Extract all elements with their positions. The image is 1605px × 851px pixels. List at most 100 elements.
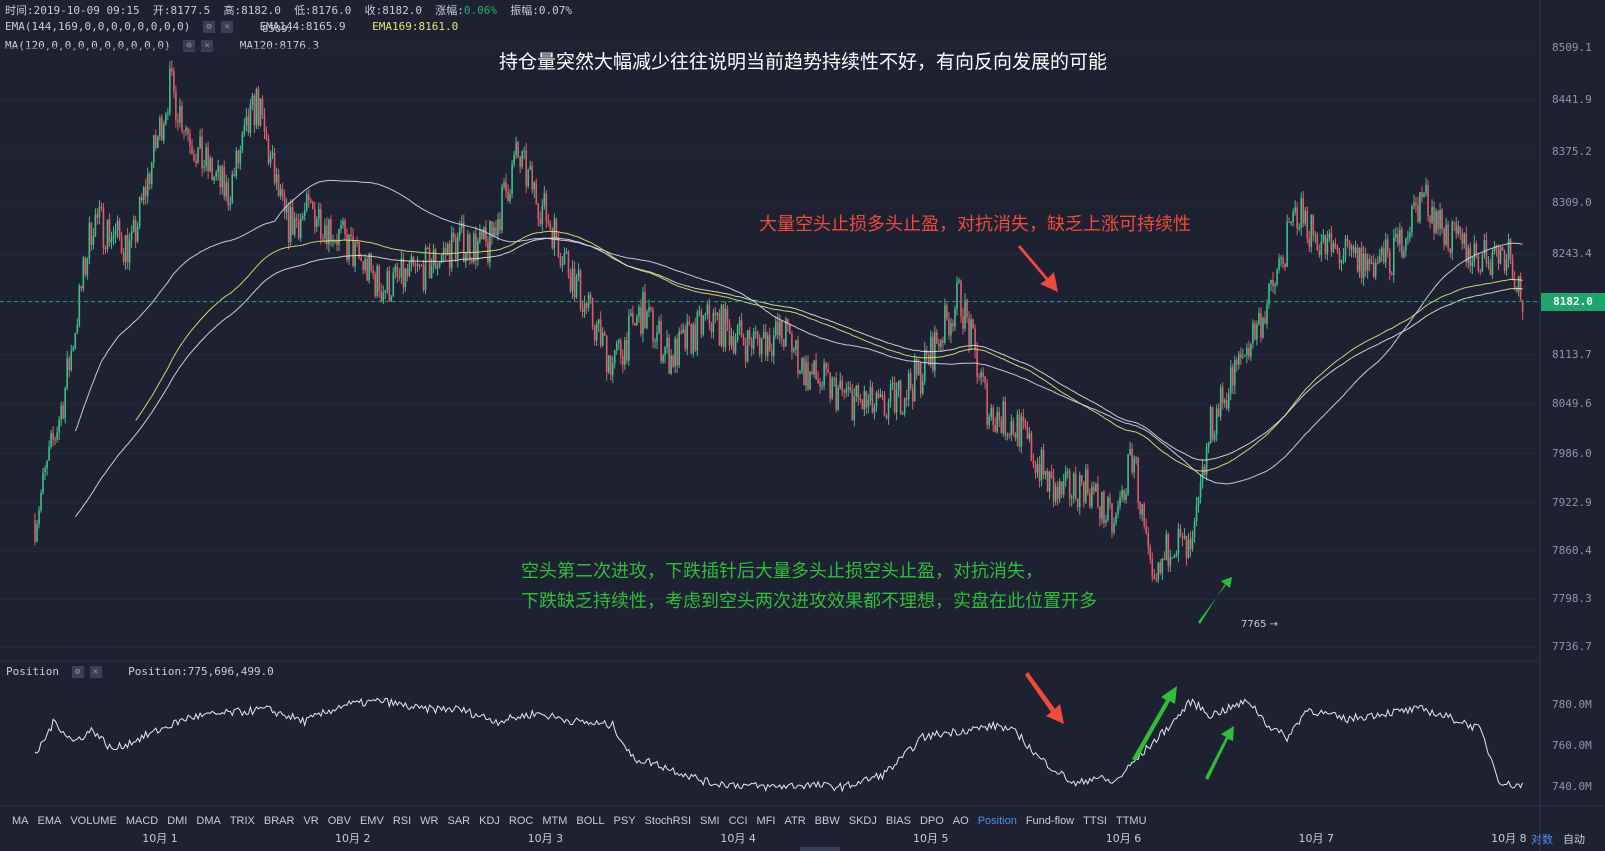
candle-body xyxy=(336,239,338,245)
candle-body xyxy=(410,256,413,264)
indicator-tab[interactable]: ATR xyxy=(784,815,806,827)
settings-icon[interactable]: ⚙ xyxy=(203,21,216,33)
candle-body xyxy=(332,240,334,242)
indicator-tab[interactable]: BRAR xyxy=(263,815,295,827)
candle-body xyxy=(243,124,246,134)
candle-body xyxy=(259,98,262,126)
red-arrow-upper xyxy=(1018,245,1058,292)
candle-body xyxy=(1481,254,1484,272)
close-icon[interactable]: ✕ xyxy=(89,666,102,678)
candle-body xyxy=(718,313,721,346)
ema144-line xyxy=(135,230,1523,472)
candle-body xyxy=(253,96,256,125)
indicator-tab[interactable]: SKDJ xyxy=(848,815,877,827)
amplitude-label: 振幅:0.07% xyxy=(510,4,573,17)
candle-body xyxy=(173,71,175,92)
indicator-tab[interactable]: BOLL xyxy=(576,815,605,827)
indicator-tab[interactable]: VR xyxy=(303,815,319,827)
candle-body xyxy=(1070,496,1073,499)
price-tick: 8113.7 xyxy=(1552,347,1592,361)
candle-body xyxy=(1445,224,1447,245)
position-name[interactable]: Position xyxy=(6,665,59,678)
indicator-tab[interactable]: MTM xyxy=(542,815,568,827)
indicator-tab[interactable]: MFI xyxy=(756,815,776,827)
candle-body xyxy=(48,446,50,461)
candle-body xyxy=(1507,239,1510,260)
indicator-tab[interactable]: DPO xyxy=(919,815,944,827)
candle-body xyxy=(738,320,741,327)
candle-body xyxy=(1155,579,1158,581)
candle-body xyxy=(998,412,1001,421)
green-arrow-lower-2 xyxy=(1205,726,1234,780)
candle-body xyxy=(233,174,236,176)
candle-body xyxy=(1207,443,1210,448)
candle-body xyxy=(68,358,71,371)
candle-body xyxy=(636,316,638,326)
candle-body xyxy=(579,270,582,309)
candle-body xyxy=(1397,234,1399,245)
indicator-tab[interactable]: SMI xyxy=(700,815,720,827)
indicator-tab[interactable]: BBW xyxy=(814,815,840,827)
candle-body xyxy=(183,130,185,132)
auto-scale-toggle[interactable]: 自动 xyxy=(1563,833,1585,846)
indicator-tab[interactable]: ROC xyxy=(508,815,534,827)
indicator-tab[interactable]: AO xyxy=(952,815,969,827)
candle-body xyxy=(819,382,821,387)
indicator-tab[interactable]: EMV xyxy=(359,815,384,827)
indicator-tab[interactable]: DMA xyxy=(196,815,221,827)
candle-body xyxy=(1109,497,1111,504)
price-tick: 8049.6 xyxy=(1552,397,1592,411)
candle-body xyxy=(1386,239,1389,252)
ema-params[interactable]: EMA(144,169,0,0,0,0,0,0,0,0) xyxy=(5,20,191,33)
indicator-tab[interactable]: EMA xyxy=(37,815,62,827)
candle-body xyxy=(513,155,515,165)
close-icon[interactable]: ✕ xyxy=(201,40,214,52)
indicator-tab[interactable]: Fund-flow xyxy=(1025,815,1075,827)
settings-icon[interactable]: ⚙ xyxy=(71,666,84,678)
indicator-tab[interactable]: CCI xyxy=(728,815,748,827)
indicator-tab[interactable]: RSI xyxy=(392,815,412,827)
candle-body xyxy=(861,400,864,410)
indicator-tab[interactable]: PSY xyxy=(613,815,636,827)
indicator-tab[interactable]: Position xyxy=(977,815,1017,827)
close-icon[interactable]: ✕ xyxy=(221,21,234,33)
indicator-tab[interactable]: MACD xyxy=(125,815,159,827)
candle-body xyxy=(1099,506,1101,519)
candle-body xyxy=(648,307,650,312)
indicator-tab[interactable]: StochRSI xyxy=(644,815,692,827)
candle-body xyxy=(475,233,477,261)
indicator-tab[interactable]: BIAS xyxy=(885,815,911,827)
candle-body xyxy=(199,136,201,148)
indicator-tab[interactable]: DMI xyxy=(167,815,188,827)
indicator-tab[interactable]: MA xyxy=(12,815,29,827)
scroll-handle[interactable] xyxy=(800,847,840,851)
candle-body xyxy=(171,68,173,72)
candle-body xyxy=(1338,251,1341,264)
candle-body xyxy=(1072,473,1075,497)
candle-body xyxy=(1376,262,1379,264)
candle-body xyxy=(907,373,910,400)
indicator-tab[interactable]: TRIX xyxy=(229,815,255,827)
candle-body xyxy=(911,388,914,402)
candle-body xyxy=(1012,421,1015,434)
candle-body xyxy=(1042,449,1045,475)
candle-body xyxy=(1439,209,1441,229)
candle-body xyxy=(787,318,789,325)
indicator-tab[interactable]: WR xyxy=(420,815,439,827)
indicator-tab[interactable]: TTMU xyxy=(1115,815,1147,827)
candle-body xyxy=(1312,214,1315,236)
indicator-tab[interactable]: TTSI xyxy=(1083,815,1107,827)
position-tick: 740.0M xyxy=(1552,780,1592,793)
indicator-tab[interactable]: SAR xyxy=(447,815,471,827)
ma-params[interactable]: MA(120,0,0,0,0,0,0,0,0,0) xyxy=(5,39,171,52)
indicator-tab[interactable]: OBV xyxy=(327,815,351,827)
indicator-tab[interactable]: VOLUME xyxy=(70,815,117,827)
settings-icon[interactable]: ⚙ xyxy=(183,40,196,52)
indicator-tab[interactable]: KDJ xyxy=(479,815,500,827)
candle-body xyxy=(1270,279,1272,284)
candle-body xyxy=(1278,258,1280,270)
candle-body xyxy=(378,266,381,292)
candle-body xyxy=(684,329,687,349)
log-scale-toggle[interactable]: 对数 xyxy=(1531,833,1553,846)
